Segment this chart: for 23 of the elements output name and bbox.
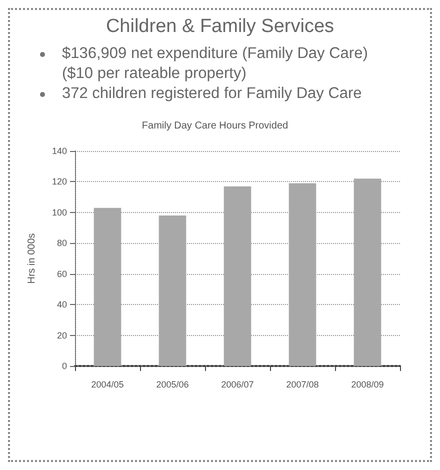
y-tick-label: 0 (62, 361, 67, 371)
x-tick-label: 2007/08 (286, 380, 319, 390)
chart-title: Family Day Care Hours Provided (142, 120, 288, 132)
text: 372 children registered for Family Day Care (62, 84, 362, 104)
bar (288, 183, 316, 366)
y-tick-label: 80 (56, 238, 67, 248)
x-tick-label: 2004/05 (91, 380, 124, 390)
y-tick-label: 20 (56, 330, 67, 340)
bar (158, 216, 186, 366)
y-tick-label: 60 (56, 268, 67, 279)
bar (354, 178, 382, 366)
x-tick-label: 2005/06 (156, 380, 189, 390)
chart-subtitle: Children & Family Services (104, 16, 336, 38)
y-tick-label: 100 (52, 207, 67, 218)
x-tick-label: 2006/07 (221, 380, 254, 390)
bar (94, 208, 122, 366)
y-tick-label: 40 (56, 300, 67, 310)
x-tick-label: 2008/09 (351, 380, 384, 390)
y-tick-label: 120 (52, 176, 67, 187)
y-tick-label: 140 (52, 146, 67, 156)
y-axis-title: Hrs in 000s (26, 233, 38, 284)
text: $136,909 net expenditure (Family Day Care) ($10 per rateable property) (62, 44, 368, 84)
bar (224, 186, 252, 366)
